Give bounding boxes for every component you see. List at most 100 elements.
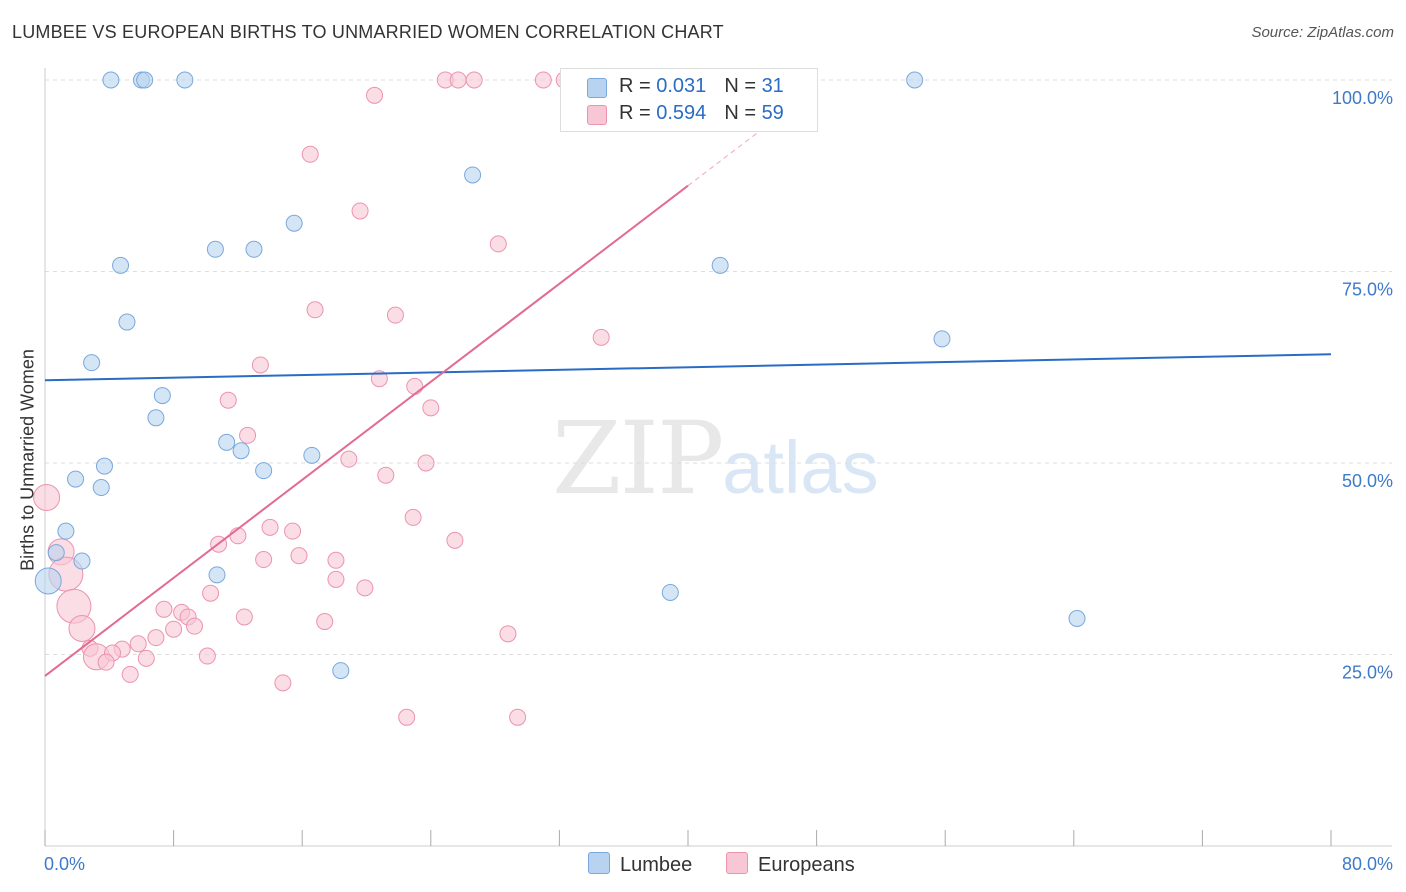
lumbee-point xyxy=(67,470,85,488)
lumbee-point xyxy=(47,544,65,562)
lumbee-point xyxy=(118,313,136,331)
bottom-legend-label-europeans: Europeans xyxy=(758,854,855,876)
legend-swatch-lumbee xyxy=(587,78,607,98)
europeans-point xyxy=(306,301,324,319)
europeans-point xyxy=(97,653,115,671)
europeans-point xyxy=(33,483,61,511)
europeans-point xyxy=(137,649,155,667)
europeans-point xyxy=(155,600,173,618)
lumbee-trend-line xyxy=(44,353,1332,382)
europeans-point xyxy=(351,202,369,220)
lumbee-point xyxy=(102,71,120,89)
bottom-legend-europeans: Europeans xyxy=(726,852,855,877)
europeans-point xyxy=(370,370,388,388)
europeans-point xyxy=(147,629,165,647)
lumbee-point xyxy=(255,462,273,480)
europeans-point xyxy=(449,71,467,89)
europeans-point xyxy=(404,508,422,526)
europeans-point xyxy=(327,570,345,588)
legend-europeans-n-value: 59 xyxy=(761,102,784,124)
europeans-point xyxy=(129,635,147,653)
lumbee-point xyxy=(73,552,91,570)
watermark: ZIPatlas xyxy=(552,400,879,517)
europeans-point xyxy=(366,86,384,104)
europeans-point xyxy=(398,708,416,726)
europeans-point xyxy=(284,522,302,540)
bottom-legend-swatch-lumbee xyxy=(588,852,610,874)
lumbee-point xyxy=(711,256,729,274)
lumbee-point xyxy=(285,214,303,232)
chart-title: LUMBEE VS EUROPEAN BIRTHS TO UNMARRIED W… xyxy=(12,22,724,42)
europeans-point xyxy=(261,518,279,536)
europeans-point xyxy=(509,708,527,726)
x-tick-label: 80.0% xyxy=(1342,854,1393,874)
europeans-point xyxy=(68,614,96,642)
legend-lumbee-r-label: R = xyxy=(619,75,657,97)
europeans-point xyxy=(386,306,404,324)
europeans-point xyxy=(499,625,517,643)
europeans-point xyxy=(251,356,269,374)
europeans-point xyxy=(202,584,220,602)
lumbee-point xyxy=(232,442,250,460)
europeans-point xyxy=(229,527,247,545)
legend-lumbee-r-value: 0.031 xyxy=(656,75,707,97)
bottom-legend-swatch-europeans xyxy=(726,852,748,874)
europeans-point xyxy=(219,391,237,409)
europeans-point xyxy=(406,377,424,395)
europeans-point xyxy=(235,608,253,626)
legend-swatch-europeans xyxy=(587,105,607,125)
europeans-trend-line xyxy=(44,184,689,677)
legend-europeans-n-label: N = xyxy=(724,102,762,124)
europeans-point xyxy=(301,145,319,163)
y-tick-label: 100.0% xyxy=(1332,88,1393,108)
europeans-point xyxy=(489,235,507,253)
lumbee-point xyxy=(95,457,113,475)
legend-europeans-r-label: R = xyxy=(619,102,657,124)
watermark-atlas: atlas xyxy=(722,426,879,509)
europeans-point xyxy=(239,426,257,444)
lumbee-point xyxy=(218,433,236,451)
lumbee-point xyxy=(933,330,951,348)
lumbee-point xyxy=(136,71,154,89)
europeans-point xyxy=(165,620,183,638)
lumbee-point xyxy=(112,256,130,274)
x-tick-label: 0.0% xyxy=(44,854,85,874)
y-tick-label: 50.0% xyxy=(1342,471,1393,491)
source-credit: Source: ZipAtlas.com xyxy=(1251,24,1394,41)
lumbee-point xyxy=(57,522,75,540)
legend-europeans-r-value: 0.594 xyxy=(656,102,707,124)
europeans-point xyxy=(340,450,358,468)
europeans-point xyxy=(377,466,395,484)
lumbee-point xyxy=(83,354,101,372)
europeans-point xyxy=(274,674,292,692)
lumbee-point xyxy=(176,71,194,89)
europeans-point xyxy=(465,71,483,89)
legend-box: R = 0.031 N = 31 R = 0.594 N = 59 xyxy=(560,68,818,132)
lumbee-point xyxy=(34,567,62,595)
legend-lumbee-n-value: 31 xyxy=(761,75,784,97)
lumbee-point xyxy=(245,240,263,258)
europeans-point xyxy=(422,399,440,417)
lumbee-point xyxy=(92,479,110,497)
lumbee-point xyxy=(153,387,171,405)
europeans-point xyxy=(534,71,552,89)
lumbee-point xyxy=(332,662,350,680)
y-axis-label: Births to Unmarried Women xyxy=(17,349,38,571)
europeans-point xyxy=(198,647,216,665)
lumbee-point xyxy=(1068,609,1086,627)
watermark-zip: ZIP xyxy=(552,400,724,517)
legend-lumbee-n-label: N = xyxy=(724,75,762,97)
legend-text-europeans: R = 0.594 N = 59 xyxy=(619,102,784,125)
europeans-point xyxy=(316,613,334,631)
lumbee-point xyxy=(464,166,482,184)
europeans-point xyxy=(290,547,308,565)
lumbee-point xyxy=(661,583,679,601)
europeans-point xyxy=(255,551,273,569)
y-tick-label: 75.0% xyxy=(1342,280,1393,300)
europeans-point xyxy=(417,454,435,472)
lumbee-point xyxy=(147,409,165,427)
lumbee-point xyxy=(303,446,321,464)
europeans-point xyxy=(185,617,203,635)
lumbee-point xyxy=(906,71,924,89)
